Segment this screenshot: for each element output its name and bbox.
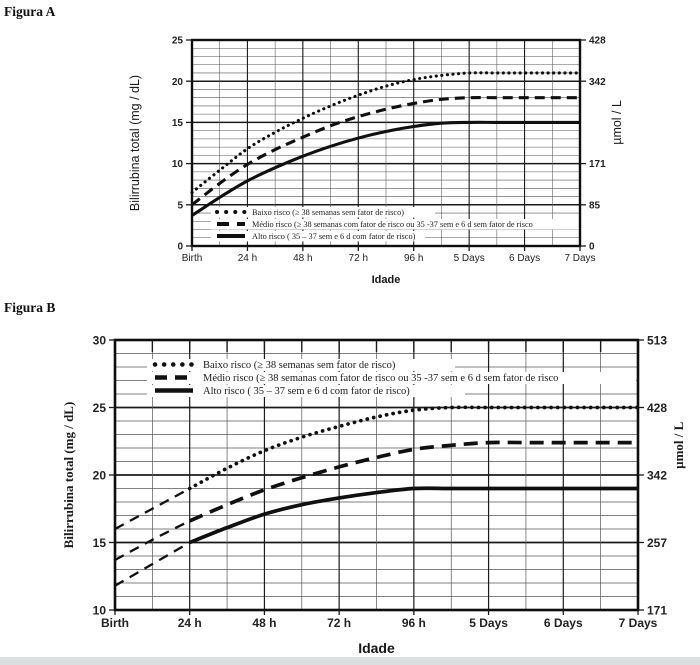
- chart-a-svg: Baixo risco (≥ 38 semanas sem fator de r…: [128, 36, 624, 286]
- x-axis-title: Idade: [372, 274, 401, 286]
- legend-row-background: [147, 385, 465, 397]
- y-axis-title-right: µmol / L: [671, 421, 686, 469]
- x-tick-label: 96 h: [404, 253, 423, 264]
- y-tick-label-left: 20: [93, 468, 107, 482]
- legend-label: Alto risco ( 35 – 37 sem e 6 d com fator…: [252, 232, 416, 241]
- y-tick-label-left: 15: [172, 118, 184, 129]
- x-tick-label: 24 h: [178, 616, 202, 630]
- y-axis-title-left: Bilirrubina total (mg / dL): [128, 75, 142, 211]
- legend-row-background: [211, 231, 425, 242]
- y-tick-label-right: 171: [647, 603, 667, 617]
- scan-edge-strip: [0, 657, 700, 665]
- y-tick-label-right: 428: [589, 36, 606, 47]
- y-tick-label-left: 0: [177, 242, 183, 253]
- series-dotted-curve: [187, 405, 640, 491]
- legend-label: Médio risco (≥ 38 semanas com fator de r…: [252, 220, 533, 229]
- figure-b-title: Figura B: [4, 300, 56, 315]
- y-tick-label-right: 85: [589, 200, 601, 211]
- x-tick-label: Birth: [182, 253, 203, 264]
- x-tick-label: 6 Days: [509, 253, 540, 264]
- y-tick-label-right: 0: [589, 242, 595, 253]
- x-tick-label: 48 h: [293, 253, 312, 264]
- y-tick-label-right: 257: [647, 536, 667, 550]
- series-dotted-curve: [190, 71, 582, 194]
- x-tick-label: 72 h: [349, 253, 368, 264]
- figure-a-title: Figura A: [4, 4, 56, 19]
- x-tick-label: 24 h: [238, 253, 257, 264]
- x-tick-label: 5 Days: [469, 616, 508, 630]
- legend-row-background: [147, 359, 455, 371]
- y-tick-label-right: 342: [647, 468, 667, 482]
- y-axis-title-left: Bilirrubina total (mg / dL): [61, 402, 76, 549]
- legend-label: Baixo risco (≥ 38 semanas sem fator de r…: [252, 208, 404, 217]
- x-tick-label: Birth: [101, 616, 129, 630]
- plot-border: [190, 38, 582, 248]
- y-tick-label-left: 10: [172, 159, 184, 170]
- y-tick-label-right: 513: [647, 333, 667, 347]
- x-tick-label: 7 Days: [619, 616, 658, 630]
- y-tick-label-right: 428: [647, 401, 667, 415]
- legend-row-background: [147, 372, 636, 384]
- y-tick-label-left: 15: [93, 536, 107, 550]
- series-solid-curve: [189, 486, 638, 545]
- y-tick-label-left: 25: [172, 36, 184, 47]
- y-tick-label-right: 342: [589, 77, 606, 88]
- legend-label: Baixo risco (≥ 38 semanas sem fator de r…: [203, 360, 396, 371]
- x-axis-title: Idade: [358, 640, 395, 656]
- x-tick-label: 7 Days: [564, 253, 595, 264]
- y-tick-label-left: 10: [93, 603, 107, 617]
- legend-label: Médio risco (≥ 38 semanas com fator de r…: [203, 373, 558, 384]
- x-tick-label: 96 h: [402, 616, 426, 630]
- legend-row-background: [211, 207, 435, 218]
- y-axis-title-right: µmol / L: [610, 100, 624, 145]
- y-tick-label-left: 20: [172, 77, 184, 88]
- y-tick-label-left: 5: [177, 200, 183, 211]
- x-tick-label: 5 Days: [454, 253, 485, 264]
- x-tick-label: 48 h: [252, 616, 276, 630]
- chart-b-svg: Baixo risco (≥ 38 semanas sem fator de r…: [61, 333, 686, 656]
- x-tick-label: 6 Days: [544, 616, 583, 630]
- legend-row-background: [211, 219, 579, 230]
- x-tick-label: 72 h: [327, 616, 351, 630]
- y-tick-label-left: 30: [93, 333, 107, 347]
- series-dashed-curve: [188, 440, 638, 523]
- series-solid-curve: [191, 120, 580, 217]
- legend-label: Alto risco ( 35 – 37 sem e 6 d com fator…: [203, 386, 410, 397]
- figure-b-chart: Baixo risco (≥ 38 semanas sem fator de r…: [35, 315, 700, 665]
- y-tick-label-left: 25: [93, 401, 107, 415]
- series-solid-curve-lead-dashed: [114, 541, 191, 587]
- series-dotted-curve-lead-dashed: [114, 487, 191, 531]
- series-dashed-curve-lead-dashed: [114, 519, 191, 562]
- figure-a-chart: Baixo risco (≥ 38 semanas sem fator de r…: [125, 20, 685, 298]
- y-tick-label-right: 171: [589, 159, 606, 170]
